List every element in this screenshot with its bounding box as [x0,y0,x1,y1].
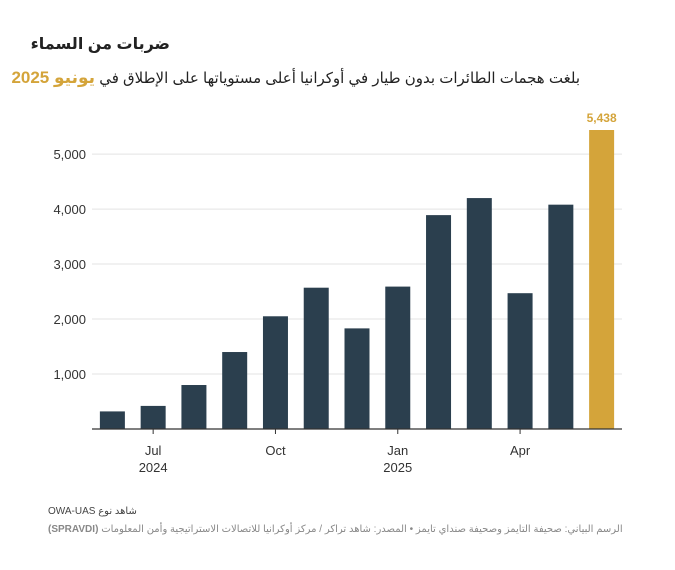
bar [385,286,411,429]
chart-subtitle: بلغت هجمات الطائرات بدون طيار في أوكراني… [11,68,580,88]
source-note: OWA-UAS شاهد نوع [48,506,137,517]
data-labels: 5,438 [587,111,617,125]
bar [548,204,574,429]
bar [181,385,207,429]
source-text: المصدر: شاهد تراكر / مركز أوكرانيا للاتص… [101,524,407,535]
x-tick-month: Oct [265,443,286,458]
source-tag: (SPRAVDI) [48,524,99,535]
x-axis-labels: Jul 2024 Oct Jan 2025 Apr [139,429,531,475]
credit-text: الرسم البياني: صحيفة التايمز وصحيفة صندا… [415,524,623,535]
bar [140,405,166,429]
bar [344,328,370,429]
bar [466,198,492,429]
x-tick-month: Jan [387,443,408,458]
x-tick-month: Jul [145,443,162,458]
y-tick-label: 3,000 [53,257,86,272]
bars [99,130,615,429]
y-tick-label: 4,000 [53,202,86,217]
data-label: 5,438 [587,111,617,125]
x-tick-month: Apr [510,443,531,458]
bar-chart: 1,000 2,000 3,000 4,000 5,000 Jul 2024 Oct Jan 2… [53,111,622,475]
bar [507,293,533,429]
y-axis-labels: 1,000 2,000 3,000 4,000 5,000 [53,147,86,382]
y-tick-label: 1,000 [53,367,86,382]
chart-title: ضربات من السماء [30,36,170,53]
x-tick-year: 2025 [383,460,412,475]
subtitle-text: بلغت هجمات الطائرات بدون طيار في أوكراني… [99,70,580,87]
bar [303,287,329,429]
bar [222,352,248,429]
bar [426,215,452,429]
y-tick-label: 5,000 [53,147,86,162]
subtitle-highlight: يونيو 2025 [11,68,96,87]
bar [99,411,125,429]
x-tick-year: 2024 [139,460,168,475]
credit-separator: • [409,524,414,535]
gridlines [92,153,622,375]
bar [262,316,288,429]
credits-line: الرسم البياني: صحيفة التايمز وصحيفة صندا… [48,524,623,535]
y-tick-label: 2,000 [53,312,86,327]
bar [589,130,615,429]
